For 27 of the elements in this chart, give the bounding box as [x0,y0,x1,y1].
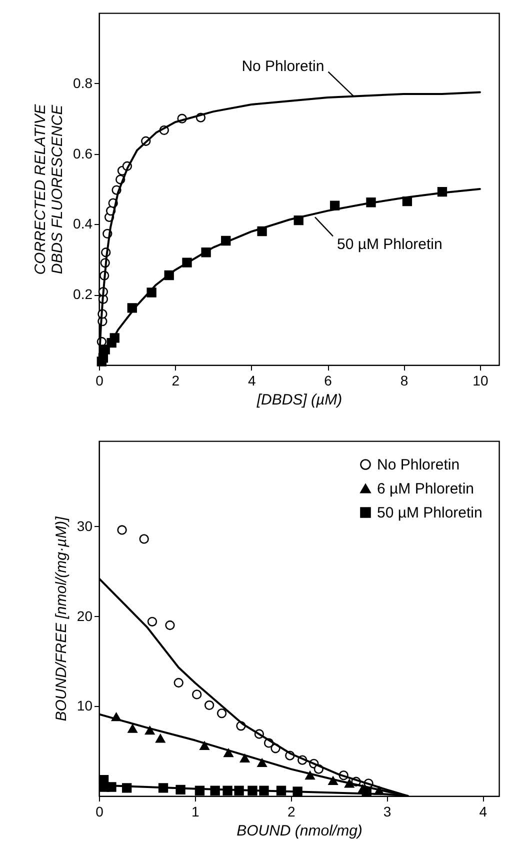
x-tick-label: 8 [400,372,408,388]
x-tick-label: 2 [172,372,180,388]
annotation: No Phloretin [242,58,324,75]
y-axis-title: CORRECTED RELATIVE DBDS FLUORESCENCE [32,103,66,275]
y-tick-label: 0.2 [73,286,93,302]
x-tick-label: 10 [472,372,488,388]
x-tick-label: 2 [287,804,296,820]
x-tick-label: 6 [324,372,332,388]
legend-label: 50 µM Phloretin [377,504,482,522]
x-tick-label: 3 [383,804,392,820]
legend-label: 6 µM Phloretin [377,480,474,498]
y-tick-label: 0.4 [73,216,93,232]
x-tick-label: 4 [479,804,488,820]
x-tick-label: 1 [192,804,200,820]
y-axis-title: BOUND/FREE [nmol/(mg·µM)] [52,516,70,722]
legend-label: No Phloretin [377,456,460,474]
y-tick-label: 20 [76,608,93,624]
x-tick-label: 4 [248,372,256,388]
y-tick-label: 0.6 [73,145,93,162]
x-tick-label: 0 [96,804,104,820]
x-tick-label: 0 [96,372,104,388]
annotation: 50 µM Phloretin [337,236,442,254]
y-tick-label: 30 [76,518,93,534]
x-axis-title: BOUND (nmol/mg) [236,822,362,840]
y-tick-label: 0.8 [73,74,93,91]
y-tick-label: 10 [76,698,93,714]
x-axis-title: [DBDS] (µM) [256,392,342,408]
